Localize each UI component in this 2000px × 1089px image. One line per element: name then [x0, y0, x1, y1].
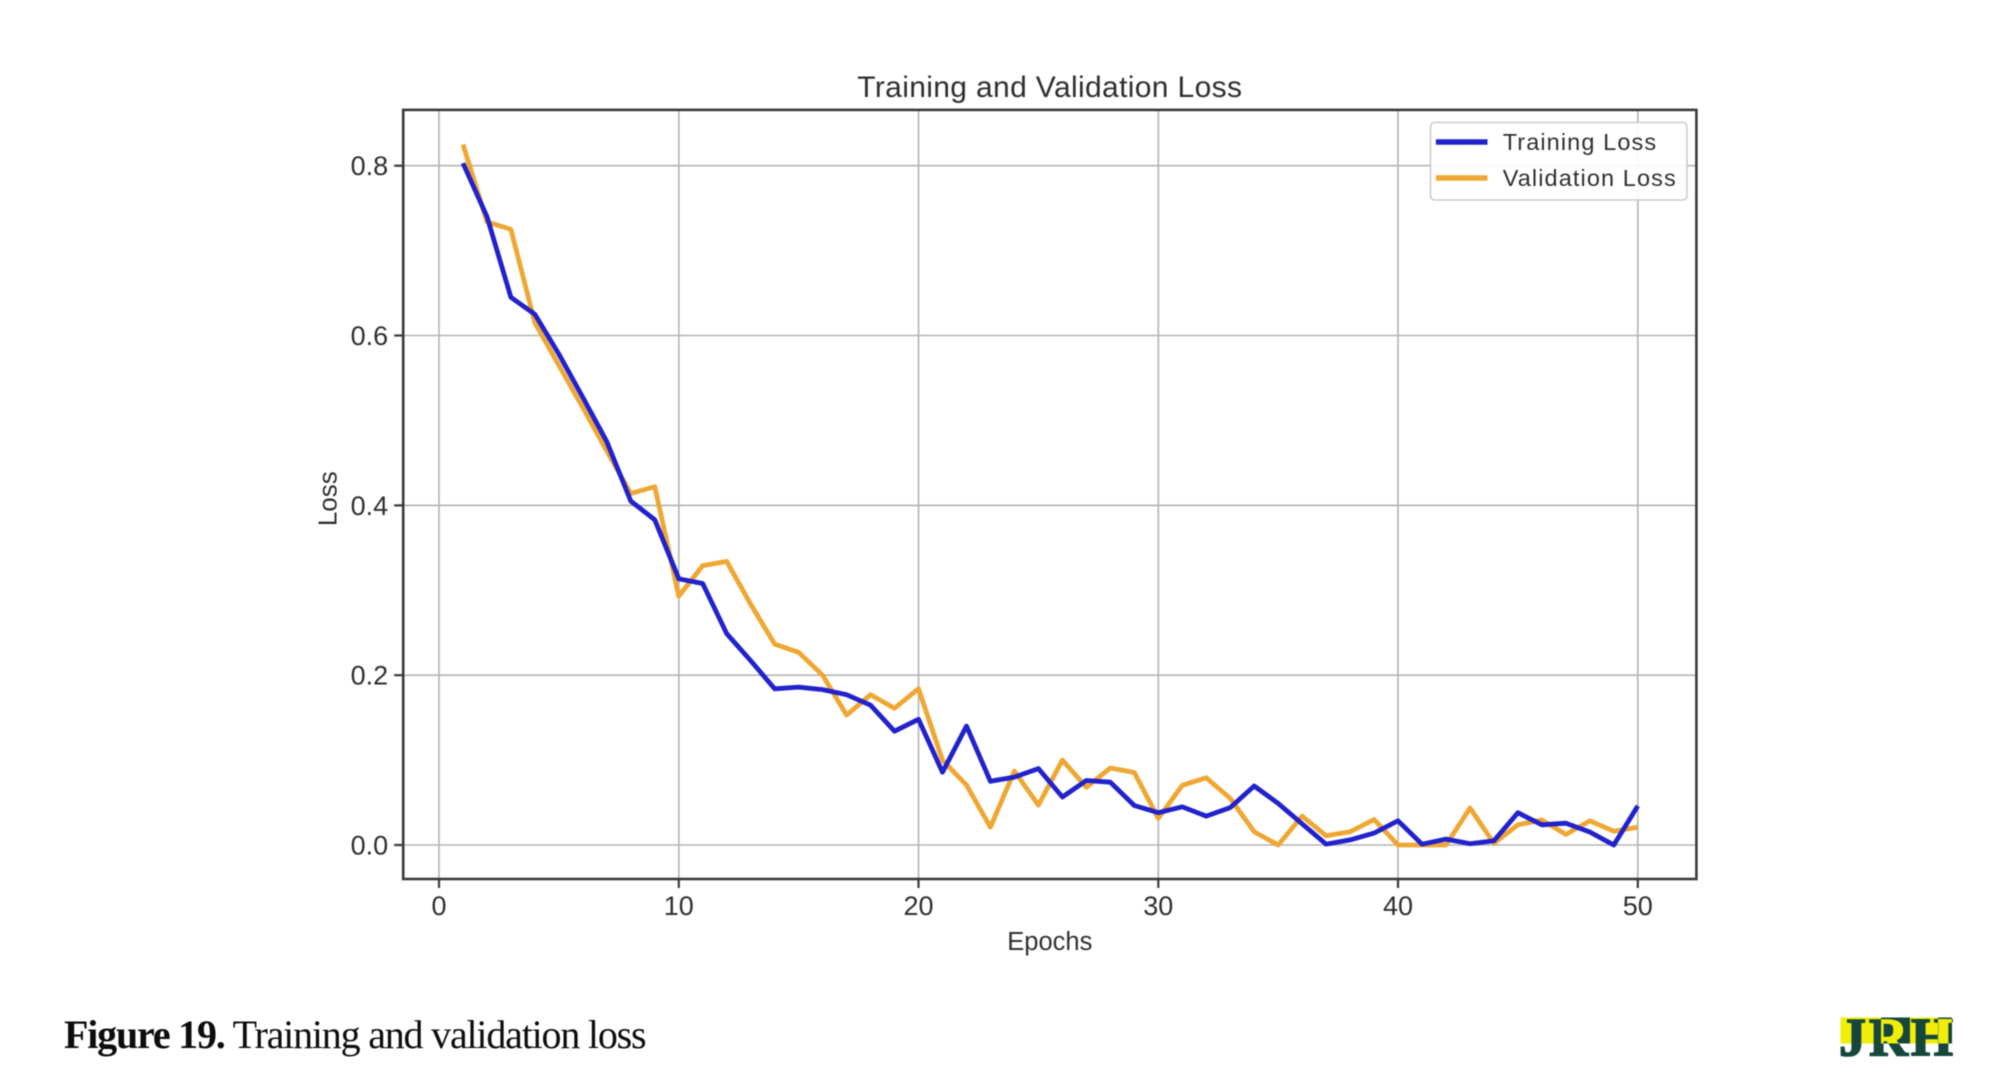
svg-text:Loss: Loss [312, 471, 342, 526]
svg-text:0.4: 0.4 [351, 491, 389, 521]
svg-text:0.6: 0.6 [351, 321, 389, 351]
svg-text:Training Loss: Training Loss [1503, 129, 1658, 155]
svg-text:0.0: 0.0 [351, 831, 389, 861]
svg-text:Epochs: Epochs [1007, 928, 1092, 956]
svg-text:JRH: JRH [1839, 1008, 1956, 1068]
svg-text:10: 10 [664, 891, 694, 921]
svg-text:20: 20 [903, 891, 933, 921]
svg-text:Validation Loss: Validation Loss [1503, 165, 1677, 191]
svg-text:Training and Validation Loss: Training and Validation Loss [857, 71, 1242, 104]
svg-text:0: 0 [431, 891, 446, 921]
svg-text:50: 50 [1623, 891, 1653, 921]
svg-text:40: 40 [1383, 891, 1413, 921]
svg-text:0.2: 0.2 [351, 661, 389, 691]
svg-text:0.8: 0.8 [351, 151, 389, 181]
svg-text:30: 30 [1143, 891, 1173, 921]
